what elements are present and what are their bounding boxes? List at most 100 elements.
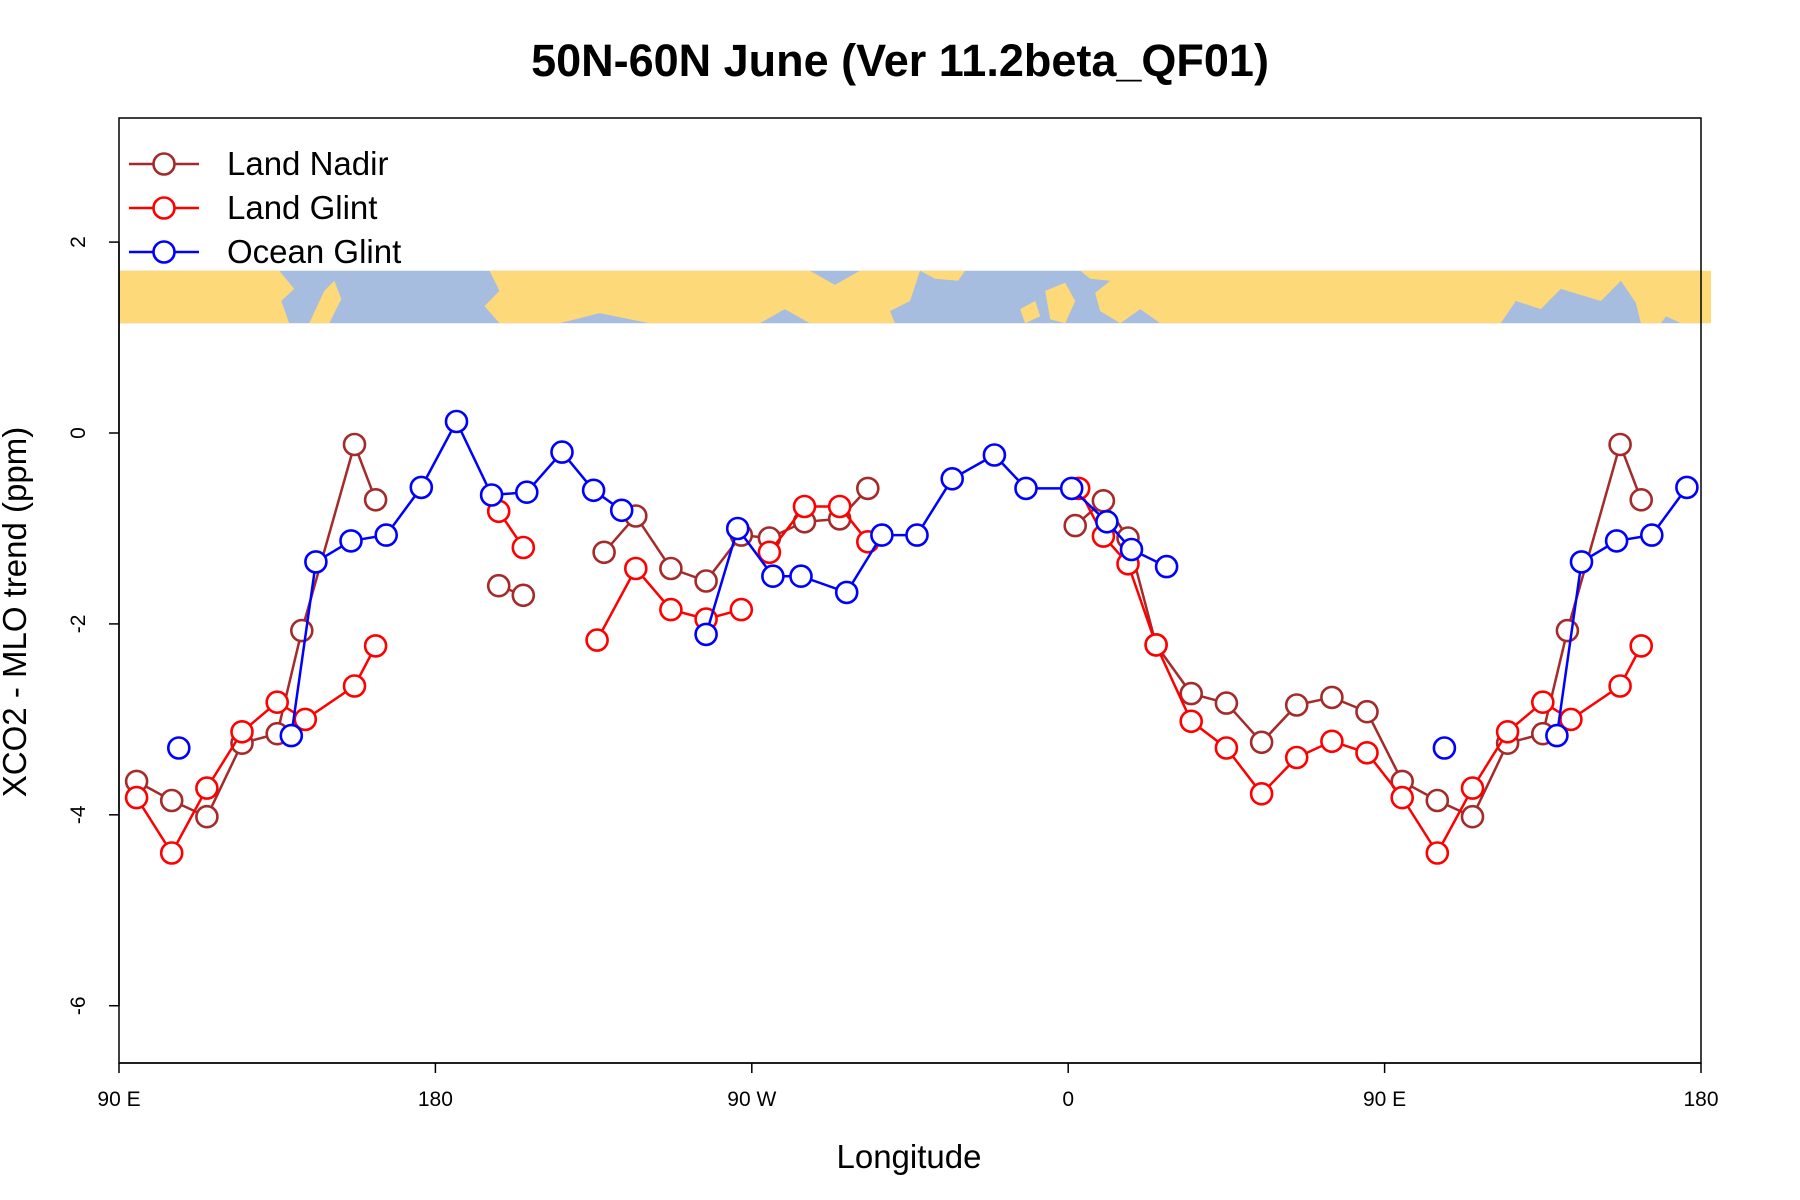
data-point — [1014, 476, 1038, 501]
map-land — [119, 270, 295, 324]
data-point — [834, 580, 859, 605]
data-point — [905, 523, 929, 547]
data-point — [1214, 691, 1239, 715]
data-point — [1214, 736, 1239, 760]
data-point — [230, 719, 254, 744]
map-land — [1020, 301, 1041, 324]
data-point — [1249, 781, 1274, 806]
data-point — [1608, 674, 1632, 698]
data-point — [623, 556, 648, 581]
data-point — [1629, 634, 1653, 658]
data-point — [592, 540, 616, 565]
data-point — [124, 785, 149, 810]
data-point — [1095, 509, 1119, 534]
data-point — [1091, 488, 1116, 513]
legend-swatch-marker — [152, 196, 176, 220]
data-point — [1460, 776, 1485, 800]
map-land — [1045, 282, 1076, 324]
data-point — [511, 583, 536, 608]
legend-label: Land Glint — [227, 189, 377, 226]
data-point — [792, 494, 817, 519]
data-point — [940, 466, 965, 491]
data-point — [725, 516, 750, 541]
data-point — [1425, 841, 1450, 865]
y-tick-label: -2 — [67, 615, 90, 634]
data-point — [1063, 513, 1087, 538]
series-layer — [124, 409, 1699, 865]
series-ocean-glint — [167, 409, 1699, 760]
series-line — [768, 505, 869, 554]
data-point — [486, 573, 511, 598]
data-point — [511, 535, 536, 560]
data-point — [195, 776, 219, 800]
data-point — [279, 723, 304, 748]
data-point — [729, 597, 754, 622]
data-point — [827, 494, 852, 519]
series-line — [136, 440, 377, 819]
data-point — [1119, 537, 1144, 562]
data-point — [1249, 730, 1274, 755]
x-axis-label: Longitude — [837, 1138, 982, 1175]
data-point — [1425, 788, 1450, 813]
data-point — [167, 736, 191, 760]
data-point — [982, 443, 1007, 467]
x-tick-label: 90 E — [97, 1088, 140, 1111]
data-point — [1144, 633, 1168, 657]
legend: Land Nadir Land Glint Ocean Glint — [129, 145, 401, 270]
y-tick-label: 0 — [67, 427, 90, 439]
y-tick-label: -6 — [67, 996, 90, 1015]
x-axis: 90 E 180 90 W 0 90 E 180 — [97, 1062, 1719, 1111]
data-point — [1531, 690, 1555, 715]
map-land — [484, 270, 920, 324]
data-point — [1284, 745, 1309, 770]
series-line — [290, 418, 623, 736]
x-tick-label: 90 W — [727, 1088, 776, 1111]
data-point — [514, 480, 539, 505]
data-point — [1545, 723, 1569, 748]
data-point — [159, 788, 184, 813]
data-point — [550, 440, 574, 464]
data-point — [479, 483, 504, 507]
data-point — [363, 634, 388, 658]
data-point — [1179, 681, 1203, 706]
data-point — [870, 523, 894, 547]
data-point — [659, 556, 683, 581]
data-point — [609, 498, 634, 523]
data-point — [159, 841, 184, 865]
data-point — [1284, 693, 1309, 717]
map-land — [920, 270, 966, 281]
legend-label: Ocean Glint — [227, 233, 401, 270]
data-point — [1320, 685, 1344, 710]
legend-item: Land Glint — [129, 189, 377, 226]
data-point — [1555, 618, 1580, 643]
series-land-glint — [124, 476, 1653, 865]
legend-item: Land Nadir — [129, 145, 388, 182]
data-point — [1355, 699, 1379, 724]
y-axis-label: XCO2 - MLO trend (ppm) — [0, 427, 33, 797]
data-point — [1495, 719, 1520, 744]
data-point — [304, 550, 328, 574]
data-point — [585, 628, 609, 652]
series-land-nadir — [124, 432, 1653, 829]
data-point — [757, 540, 782, 565]
data-point — [581, 478, 606, 503]
data-point — [374, 523, 399, 547]
data-point — [694, 622, 718, 647]
y-tick-label: -4 — [67, 805, 90, 824]
data-point — [659, 597, 683, 622]
data-point — [1608, 432, 1632, 457]
data-point — [289, 618, 314, 643]
data-point — [1320, 729, 1344, 754]
data-point — [1179, 709, 1203, 734]
map-land — [1080, 270, 1711, 324]
data-point — [342, 432, 367, 457]
chart-title: 50N-60N June (Ver 11.2beta_QF01) — [531, 35, 1269, 86]
legend-swatch-marker — [152, 152, 176, 176]
data-point — [761, 564, 785, 589]
legend-item: Ocean Glint — [129, 233, 401, 270]
x-tick-label: 90 E — [1363, 1088, 1406, 1111]
map-land — [309, 280, 342, 324]
data-point — [1154, 554, 1179, 579]
x-tick-label: 0 — [1062, 1088, 1074, 1111]
data-point — [1355, 740, 1379, 765]
